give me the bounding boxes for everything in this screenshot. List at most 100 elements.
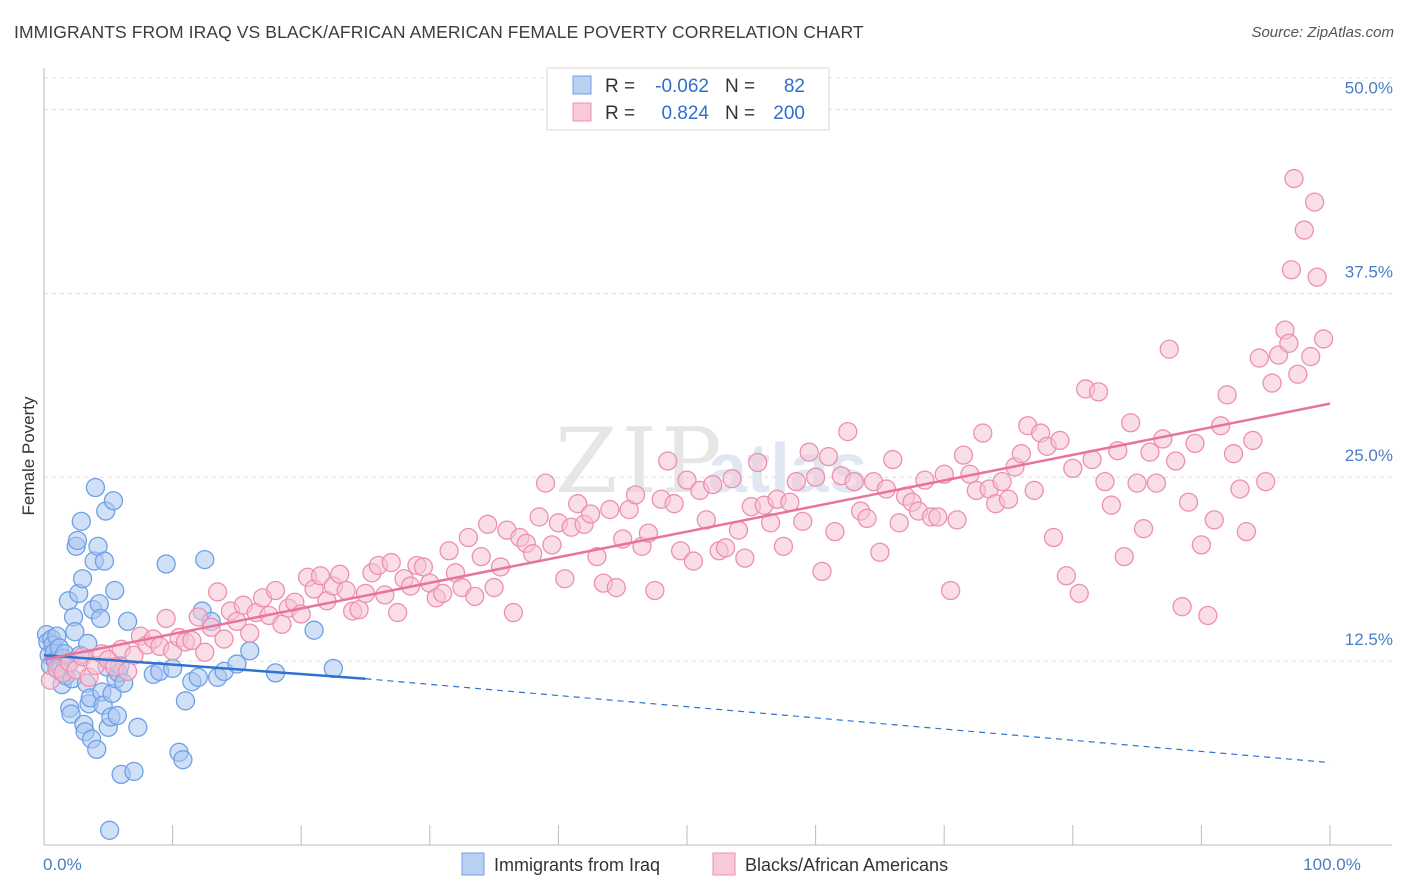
point-s1-66 (465, 586, 485, 607)
y-tick-label-2: 37.5% (1345, 262, 1393, 281)
x-tick-labels: 0.0% 100.0% (43, 855, 1361, 874)
point-s0-19 (61, 704, 81, 724)
trend-line-black (43, 402, 1331, 661)
point-s1-105 (715, 538, 736, 558)
point-s1-131 (883, 449, 903, 470)
point-s0-22 (65, 622, 85, 642)
point-s1-140 (940, 580, 961, 601)
point-s0-65 (156, 554, 176, 574)
point-s1-52 (375, 585, 395, 605)
point-s1-24 (195, 642, 215, 662)
point-s1-167 (1114, 547, 1134, 567)
point-s0-60 (117, 611, 138, 632)
y-tick-labels: 12.5% 25.0% 37.5% 50.0% (1345, 78, 1393, 649)
point-s1-26 (207, 582, 228, 602)
bottom-legend-label-iraq: Immigrants from Iraq (494, 855, 660, 875)
point-s1-127 (857, 508, 877, 529)
point-s1-189 (1256, 471, 1276, 492)
point-s1-99 (677, 470, 697, 490)
point-s1-193 (1281, 260, 1302, 280)
point-s1-77 (535, 473, 556, 493)
point-s1-160 (1069, 583, 1089, 604)
point-s1-88 (606, 577, 626, 598)
point-s1-103 (703, 474, 723, 495)
point-s1-45 (330, 564, 350, 584)
bottom-legend-swatch-iraq (461, 852, 485, 876)
point-s1-194 (1288, 364, 1308, 384)
point-s0-80 (304, 620, 324, 640)
point-s1-163 (1088, 382, 1109, 402)
point-s1-36 (272, 614, 292, 634)
point-s1-116 (786, 471, 806, 492)
point-s0-38 (85, 477, 106, 498)
point-s1-138 (928, 507, 948, 527)
point-s1-67 (471, 547, 491, 567)
point-s1-13 (124, 645, 144, 665)
legend: R = -0.062 N = 82 R = 0.824 N = 200 (546, 67, 830, 131)
point-s1-27 (214, 629, 234, 649)
point-s1-132 (889, 513, 909, 533)
legend-swatch-iraq (572, 75, 592, 95)
point-s0-24 (67, 530, 88, 551)
point-s1-120 (812, 561, 832, 582)
point-s1-100 (683, 551, 704, 571)
point-s1-91 (625, 485, 646, 505)
point-s1-190 (1262, 373, 1282, 393)
point-s1-199 (1284, 168, 1304, 189)
point-s1-184 (1223, 444, 1244, 464)
x-tick-label-1: 100.0% (1303, 855, 1361, 874)
point-s1-196 (1301, 346, 1321, 367)
y-tick-label-1: 25.0% (1345, 446, 1393, 465)
point-s0-49 (99, 820, 120, 840)
point-s1-186 (1236, 521, 1257, 542)
point-s1-119 (805, 467, 826, 487)
legend-n-value-black: 200 (773, 103, 805, 124)
point-s1-142 (953, 445, 974, 465)
bottom-legend-label-black: Blacks/African Americans (745, 855, 948, 875)
point-s0-62 (128, 717, 148, 737)
y-tick-label-3: 50.0% (1345, 78, 1393, 97)
point-s1-178 (1185, 433, 1205, 454)
point-s1-168 (1121, 413, 1141, 433)
bottom-legend-swatch-black (712, 852, 736, 876)
point-s1-48 (349, 599, 369, 620)
legend-r-value-iraq: -0.062 (655, 76, 709, 97)
point-s1-179 (1191, 535, 1212, 555)
point-s0-28 (72, 569, 93, 589)
point-s1-172 (1146, 473, 1167, 493)
point-s1-117 (793, 511, 813, 531)
point-s0-42 (90, 608, 111, 629)
point-s1-130 (876, 479, 896, 499)
point-s1-200 (1304, 192, 1325, 212)
point-s1-54 (387, 602, 408, 623)
y-axis-title: Female Poverty (19, 396, 38, 516)
point-s1-80 (555, 569, 575, 589)
point-s1-110 (748, 452, 768, 473)
point-s0-53 (105, 580, 125, 601)
point-s1-125 (844, 471, 864, 492)
point-s1-181 (1204, 510, 1224, 530)
point-s1-31 (240, 623, 260, 643)
point-s1-35 (265, 580, 286, 601)
point-s1-76 (529, 507, 549, 527)
point-s1-124 (838, 421, 858, 442)
point-s1-145 (973, 423, 993, 443)
point-s1-118 (799, 442, 819, 462)
point-s1-187 (1243, 430, 1263, 451)
point-s1-201 (1279, 333, 1299, 353)
point-s1-165 (1101, 495, 1122, 515)
x-tick-label-0: 0.0% (43, 855, 82, 874)
point-s0-55 (107, 705, 127, 726)
point-s1-62 (439, 541, 459, 561)
point-s1-23 (188, 607, 208, 627)
point-s1-58 (413, 557, 434, 577)
point-s0-71 (188, 667, 208, 687)
legend-n-value-iraq: 82 (784, 76, 805, 97)
legend-r-label-iraq: R = (605, 76, 635, 97)
point-s0-66 (162, 658, 183, 679)
point-s1-65 (458, 527, 479, 548)
point-s1-114 (773, 536, 794, 557)
point-s1-129 (870, 542, 890, 562)
point-s1-72 (503, 602, 524, 623)
point-s1-115 (780, 492, 800, 512)
